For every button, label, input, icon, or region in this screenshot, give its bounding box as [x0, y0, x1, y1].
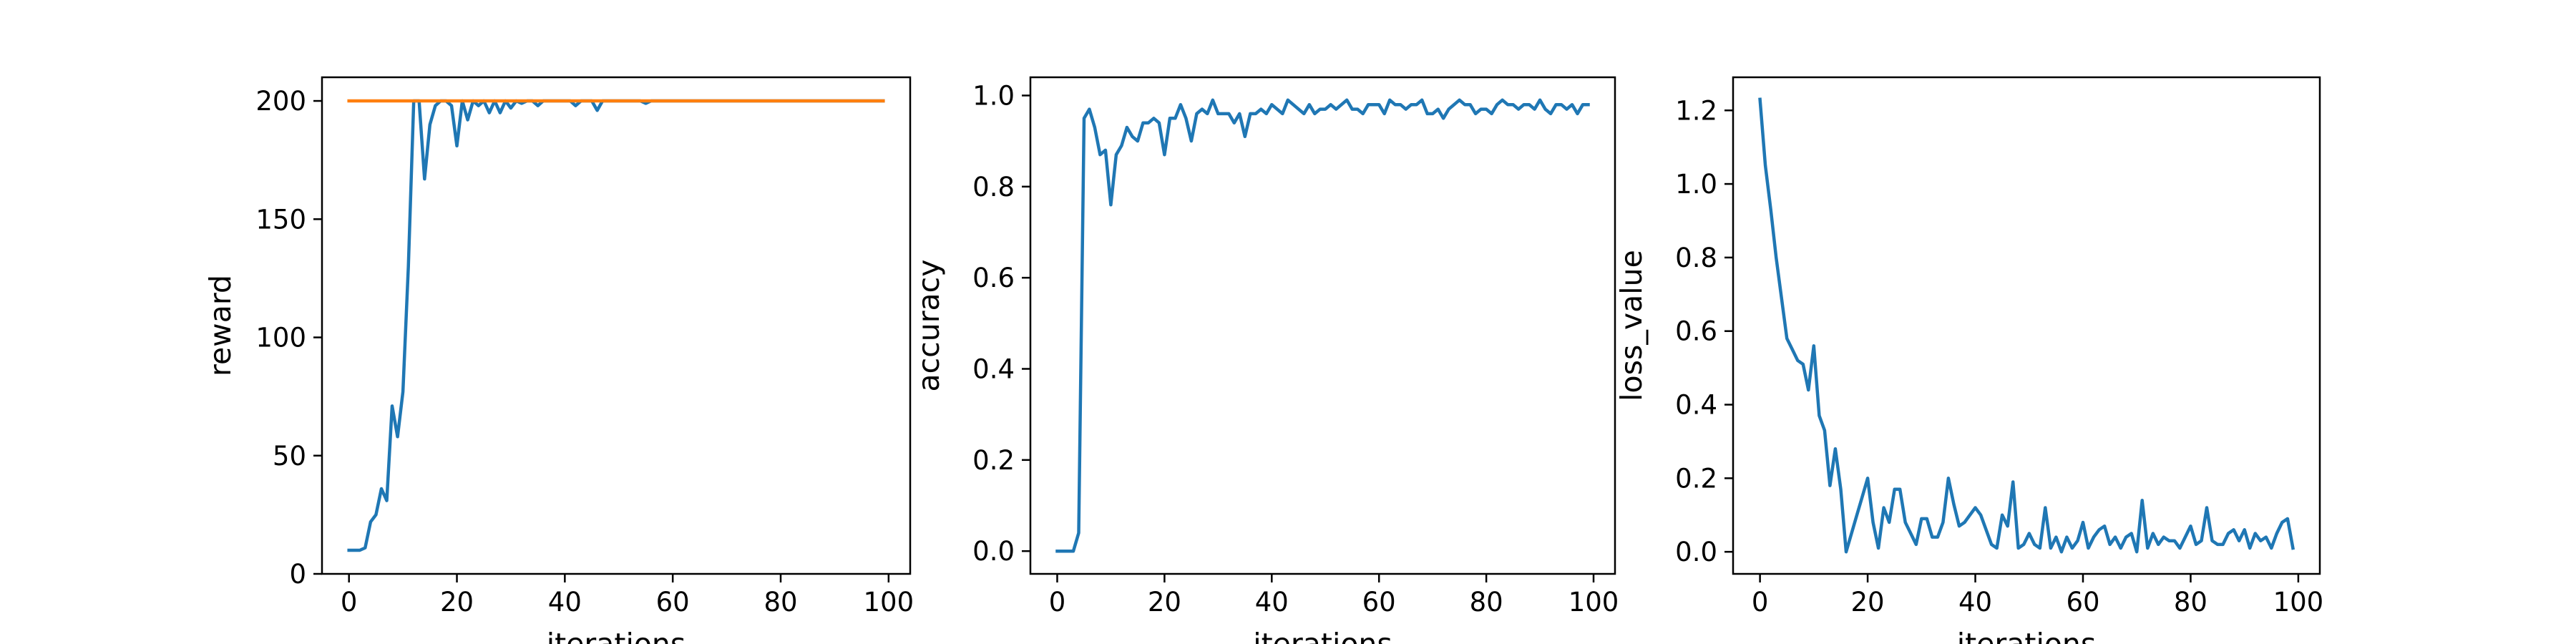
- accuracy-x-axis-label: iterations: [1253, 627, 1392, 644]
- loss-value-axes-frame: [1732, 76, 2321, 575]
- accuracy-y-tick-label: 1.0: [972, 80, 1015, 111]
- reward-series-1-line: [347, 99, 885, 552]
- accuracy-x-tick-label: 40: [1255, 587, 1289, 618]
- loss-value-y-tick-label: 0.6: [1675, 316, 1717, 347]
- accuracy-y-tick-label: 0.6: [972, 263, 1015, 293]
- accuracy-y-tick-label: 0.8: [972, 172, 1015, 203]
- loss-value-y-tick-label: 1.2: [1675, 95, 1717, 126]
- loss-value-y-axis-label: loss_value: [1614, 250, 1649, 401]
- accuracy-x-tick-label: 100: [1568, 587, 1619, 618]
- reward-y-tick-label: 0: [289, 559, 306, 590]
- loss-value-x-axis-label: iterations: [1957, 627, 2097, 644]
- accuracy-x-tick-label: 20: [1148, 587, 1181, 618]
- reward-x-tick-label: 80: [763, 587, 797, 618]
- reward-y-axis-label: reward: [203, 275, 238, 376]
- reward-x-tick-label: 0: [341, 587, 358, 618]
- loss-value-y-tick-label: 1.0: [1675, 169, 1717, 200]
- loss-value-y-tick-label: 0.0: [1675, 537, 1717, 567]
- reward-x-tick-label: 60: [656, 587, 690, 618]
- loss-value-x-tick-label: 100: [2273, 587, 2324, 618]
- loss-value-y-tick-label: 0.4: [1675, 390, 1717, 421]
- reward-x-tick-label: 100: [864, 587, 914, 618]
- accuracy-y-tick-label: 0.4: [972, 353, 1015, 384]
- reward-y-tick-label: 100: [255, 323, 306, 353]
- loss-value-x-tick-label: 80: [2174, 587, 2207, 618]
- reward-x-tick-label: 40: [548, 587, 582, 618]
- accuracy-axes-frame: [1029, 76, 1616, 575]
- reward-y-tick-label: 200: [255, 86, 306, 117]
- accuracy-y-axis-label: accuracy: [912, 260, 946, 392]
- accuracy-x-tick-label: 60: [1362, 587, 1396, 618]
- loss-value-x-tick-label: 20: [1851, 587, 1885, 618]
- reward-y-tick-label: 150: [255, 204, 306, 235]
- accuracy-x-tick-label: 0: [1049, 587, 1066, 618]
- loss-value-y-tick-label: 0.2: [1675, 463, 1717, 494]
- reward-y-tick-label: 50: [273, 441, 306, 472]
- loss-value-series-1-line: [1758, 97, 2296, 554]
- reward-subplot: 0 20 40 60 80 100 0 50 100 150 200 iterations reward: [203, 76, 914, 644]
- loss-value-x-tick-label: 0: [1752, 587, 1769, 618]
- loss-value-x-tick-label: 40: [1958, 587, 1992, 618]
- reward-axes-frame: [321, 76, 912, 575]
- accuracy-y-tick-label: 0.2: [972, 445, 1015, 476]
- reward-x-axis-label: iterations: [547, 627, 686, 644]
- accuracy-series-1-line: [1055, 98, 1590, 553]
- reward-x-tick-label: 20: [440, 587, 474, 618]
- accuracy-x-tick-label: 80: [1470, 587, 1503, 618]
- accuracy-subplot: 0 20 40 60 80 100 0.0 0.2 0.4 0.6 0.8 1.0 iterations…: [912, 76, 1619, 644]
- loss-value-subplot: 0 20 40 60 80 100 0.0 0.2 0.4 0.6 0.8 1.0 1.2 iterati…: [1614, 76, 2324, 644]
- loss-value-x-tick-label: 60: [2066, 587, 2099, 618]
- accuracy-y-tick-label: 0.0: [972, 536, 1015, 567]
- loss-value-y-tick-label: 0.8: [1675, 243, 1717, 273]
